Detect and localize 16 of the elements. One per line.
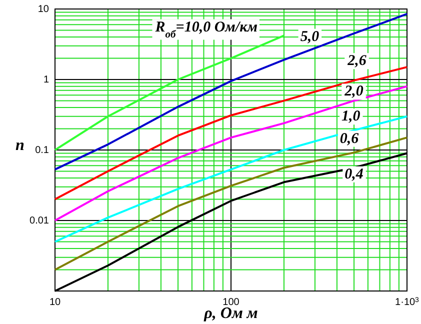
x-tick-label: 10 [49, 297, 61, 308]
annotation: 2,0 [344, 84, 364, 100]
y-tick-label: 10 [38, 4, 50, 16]
x-tick-label: 1·10$^{3}$ [395, 296, 420, 308]
y-axis-title: n [16, 137, 25, 154]
annotation: 2,6 [346, 53, 367, 70]
annotation: R$_{об}$=10,0 Ом/км [154, 19, 258, 40]
annotation: 0,4 [344, 166, 364, 182]
annotation: 1,0 [342, 108, 361, 125]
y-tick-label: 1 [43, 74, 50, 86]
x-axis-title: ρ, Ом м [203, 305, 258, 322]
y-tick-label: 0.01 [30, 216, 50, 227]
annotation: 5,0 [300, 28, 320, 45]
annotation: 0,6 [340, 130, 360, 147]
y-tick-label: 0.1 [35, 145, 50, 156]
x-tick-label: 100 [222, 297, 240, 308]
